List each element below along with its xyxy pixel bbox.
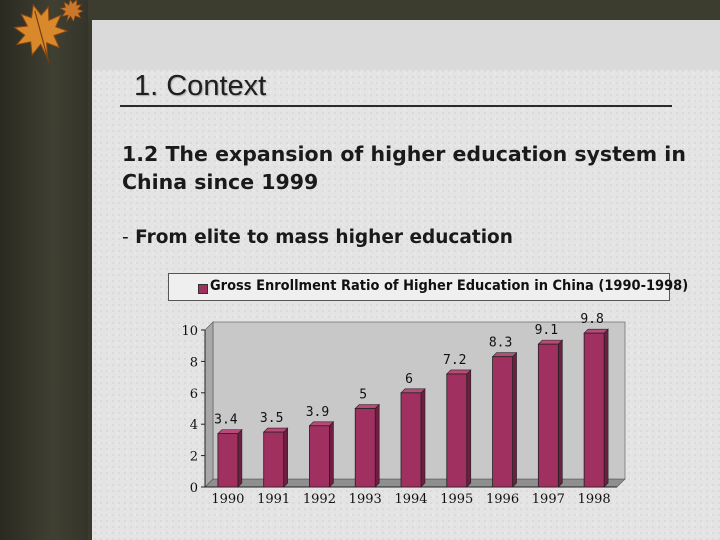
x-tick-label: 1995 <box>440 492 473 507</box>
data-label: 3.5 <box>260 411 283 426</box>
x-tick-label: 1992 <box>303 492 336 507</box>
data-label: 9.1 <box>535 323 558 338</box>
y-tick-label: 0 <box>190 481 198 496</box>
bar-side <box>374 403 380 488</box>
bar-side <box>558 339 563 488</box>
y-tick-label: 6 <box>190 387 198 402</box>
bar-top <box>217 429 243 434</box>
bar <box>583 332 605 488</box>
bar <box>537 343 559 488</box>
bar <box>400 392 422 488</box>
bar-top <box>400 388 426 394</box>
bar-chart: 0 2 4 6 8 10 3.4 1990 3.5 1991 3.9 1992 5 1993 6 1994 7.… <box>181 312 626 507</box>
y-tick-label: 10 <box>181 324 198 339</box>
bullet-item: - From elite to mass higher education <box>122 227 513 248</box>
bar-top <box>537 339 564 345</box>
bar-top <box>446 369 472 375</box>
data-label: 3.4 <box>214 413 238 428</box>
bar-side <box>237 428 243 488</box>
data-label: 5 <box>359 388 367 403</box>
slide-title-band <box>92 20 720 70</box>
bar-top <box>583 328 609 334</box>
y-tick-label: 4 <box>190 418 198 433</box>
legend-label: Gross Enrollment Ratio of Higher Educati… <box>210 278 689 294</box>
chart-legend: Gross Enrollment Ratio of Higher Educati… <box>168 273 688 301</box>
bar <box>354 408 376 488</box>
bar <box>446 373 468 488</box>
section-heading: 1.2 The expansion of higher education sy… <box>122 142 686 194</box>
x-tick-label: 1998 <box>578 492 611 507</box>
data-label: 8.3 <box>489 336 512 351</box>
bullet-dash: - <box>122 227 129 248</box>
x-tick-label: 1994 <box>394 492 427 507</box>
bar-side <box>283 427 288 488</box>
bar-side <box>512 351 517 488</box>
bar-side <box>420 388 426 488</box>
plot-side-wall <box>204 321 214 488</box>
bar <box>492 356 513 488</box>
data-label: 7.2 <box>443 353 466 368</box>
top-decorative-band <box>88 0 720 20</box>
data-label: 6 <box>405 372 413 387</box>
maple-leaf-icon <box>13 0 85 63</box>
slide-title: 1. Context <box>134 70 267 102</box>
legend-swatch <box>198 284 208 294</box>
bar <box>309 425 330 488</box>
bar-top <box>491 352 518 357</box>
left-decorative-strip <box>0 0 88 540</box>
bar <box>217 433 239 488</box>
bullet-text: From elite to mass higher education <box>135 227 513 248</box>
x-tick-label: 1996 <box>486 492 519 507</box>
bar-side <box>329 421 334 488</box>
x-tick-label: 1990 <box>211 492 244 507</box>
y-tick-label: 8 <box>190 355 198 370</box>
bar-top <box>308 421 335 427</box>
data-label: 3.9 <box>306 405 329 420</box>
data-label: 9.8 <box>580 312 603 327</box>
x-tick-label: 1993 <box>349 492 382 507</box>
bar-top <box>262 427 289 433</box>
bar-side <box>603 328 609 488</box>
y-tick-label: 2 <box>190 450 198 465</box>
bar-top <box>354 404 380 409</box>
x-tick-label: 1991 <box>257 492 290 507</box>
x-tick-label: 1997 <box>532 492 565 507</box>
bar <box>263 431 285 488</box>
bar-side <box>466 369 472 488</box>
title-divider <box>120 105 672 107</box>
